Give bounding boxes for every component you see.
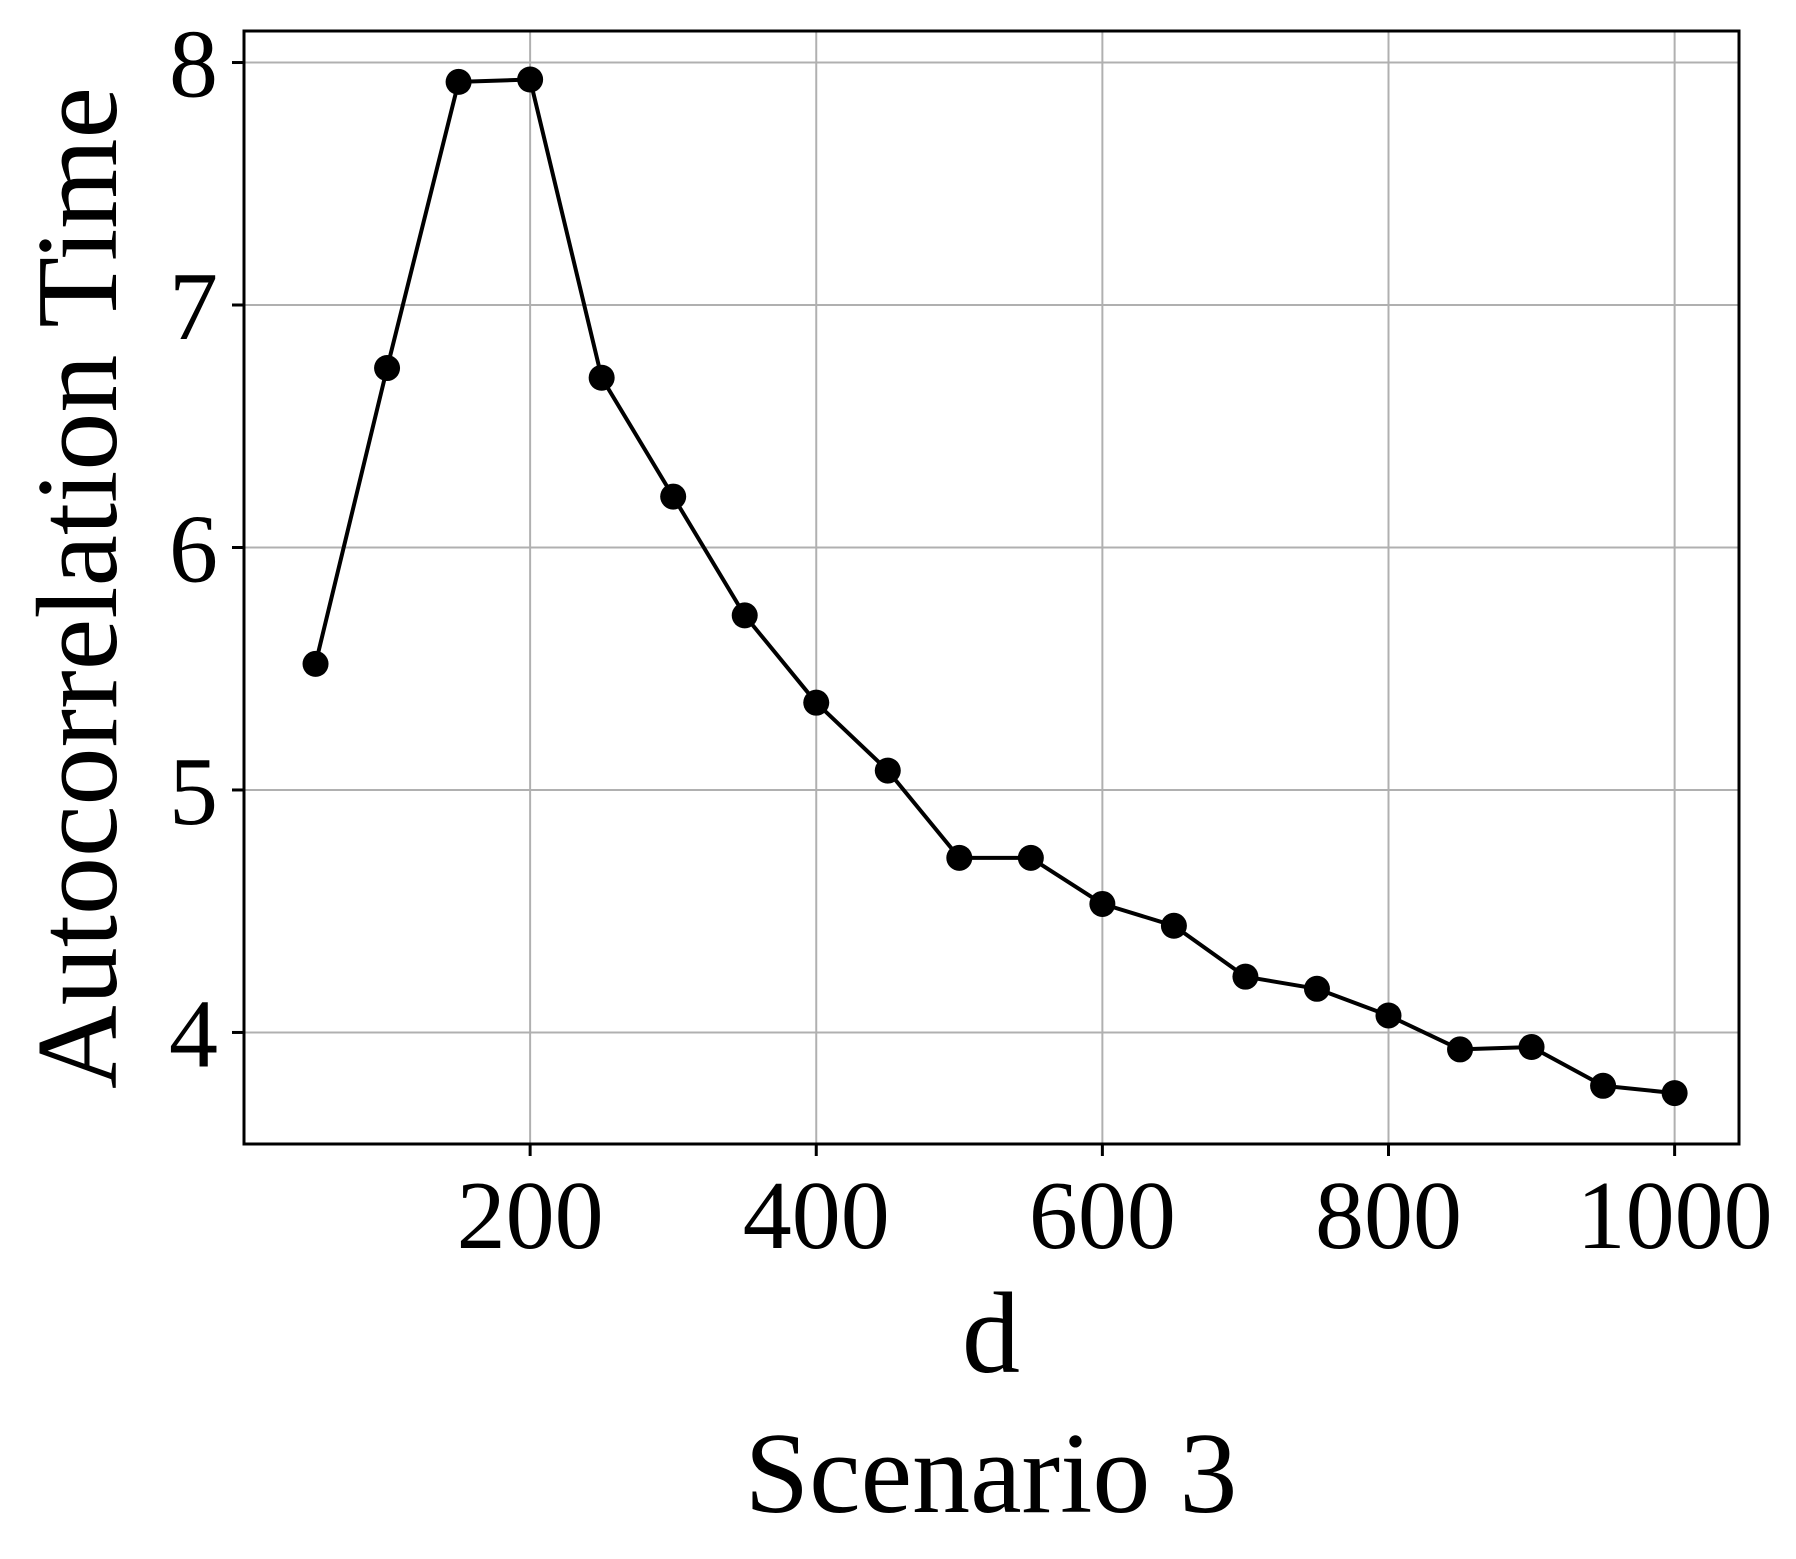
data-point	[946, 844, 973, 871]
x-tick-label: 1000	[1577, 1162, 1773, 1270]
data-point	[1518, 1034, 1545, 1061]
x-tick-label: 400	[743, 1162, 890, 1270]
x-tick-label: 800	[1315, 1162, 1462, 1270]
data-point	[517, 66, 544, 93]
x-axis-ticks: 200 400 600 800 1000	[457, 1144, 1773, 1270]
y-axis-title: Autocorrelation Time	[14, 87, 142, 1089]
series-line	[313, 77, 1675, 1096]
y-tick-label: 5	[169, 738, 218, 846]
series-layer	[302, 66, 1688, 1107]
data-point	[1447, 1036, 1474, 1063]
y-tick-label: 7	[169, 253, 218, 361]
data-point	[374, 355, 401, 382]
data-point	[803, 689, 830, 716]
chart-caption: Scenario 3	[745, 1410, 1238, 1538]
data-point	[1590, 1072, 1617, 1099]
data-point	[1375, 1002, 1402, 1029]
y-tick-label: 6	[169, 495, 218, 603]
data-point	[302, 650, 329, 677]
data-point	[1160, 912, 1187, 939]
data-point	[1661, 1080, 1688, 1107]
y-tick-label: 8	[169, 11, 218, 119]
data-point	[1017, 844, 1044, 871]
x-tick-label: 200	[457, 1162, 604, 1270]
data-point	[445, 68, 472, 95]
data-point	[1089, 890, 1116, 917]
data-point	[1232, 963, 1259, 990]
data-point	[660, 483, 687, 510]
y-axis-ticks: 4 5 6 7 8	[169, 11, 244, 1088]
grid-lines	[244, 31, 1739, 1144]
data-point	[731, 602, 758, 629]
x-tick-label: 600	[1029, 1162, 1176, 1270]
y-tick-label: 4	[169, 980, 218, 1088]
data-point	[588, 364, 615, 391]
data-point	[874, 757, 901, 784]
plot-frame	[242, 29, 1741, 1146]
data-point	[1303, 975, 1330, 1002]
x-axis-title: d	[962, 1270, 1020, 1398]
